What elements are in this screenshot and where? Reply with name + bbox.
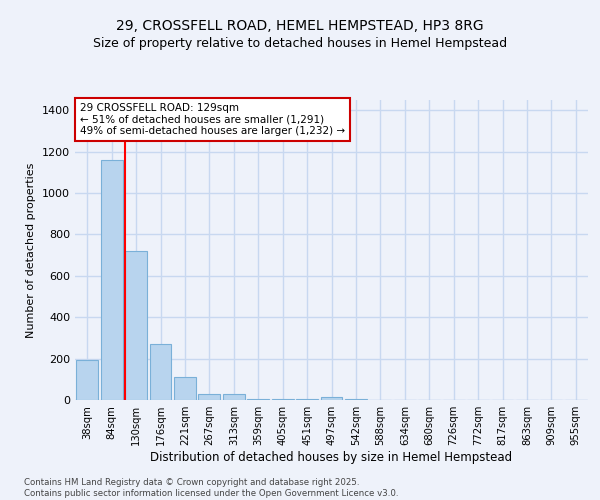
Text: 29, CROSSFELL ROAD, HEMEL HEMPSTEAD, HP3 8RG: 29, CROSSFELL ROAD, HEMEL HEMPSTEAD, HP3… [116, 18, 484, 32]
Bar [247, 399, 269, 400]
Text: Size of property relative to detached houses in Hemel Hempstead: Size of property relative to detached ho… [93, 37, 507, 50]
Bar [101, 160, 122, 400]
Bar [76, 360, 98, 400]
Text: Contains HM Land Registry data © Crown copyright and database right 2025.
Contai: Contains HM Land Registry data © Crown c… [24, 478, 398, 498]
Bar [174, 377, 196, 400]
Bar [345, 399, 367, 400]
X-axis label: Distribution of detached houses by size in Hemel Hempstead: Distribution of detached houses by size … [151, 451, 512, 464]
Bar [149, 344, 172, 400]
Text: 29 CROSSFELL ROAD: 129sqm
← 51% of detached houses are smaller (1,291)
49% of se: 29 CROSSFELL ROAD: 129sqm ← 51% of detac… [80, 103, 345, 136]
Bar [223, 394, 245, 400]
Bar [320, 397, 343, 400]
Y-axis label: Number of detached properties: Number of detached properties [26, 162, 37, 338]
Bar [272, 399, 293, 400]
Bar [296, 399, 318, 400]
Bar [125, 251, 147, 400]
Bar [199, 394, 220, 400]
